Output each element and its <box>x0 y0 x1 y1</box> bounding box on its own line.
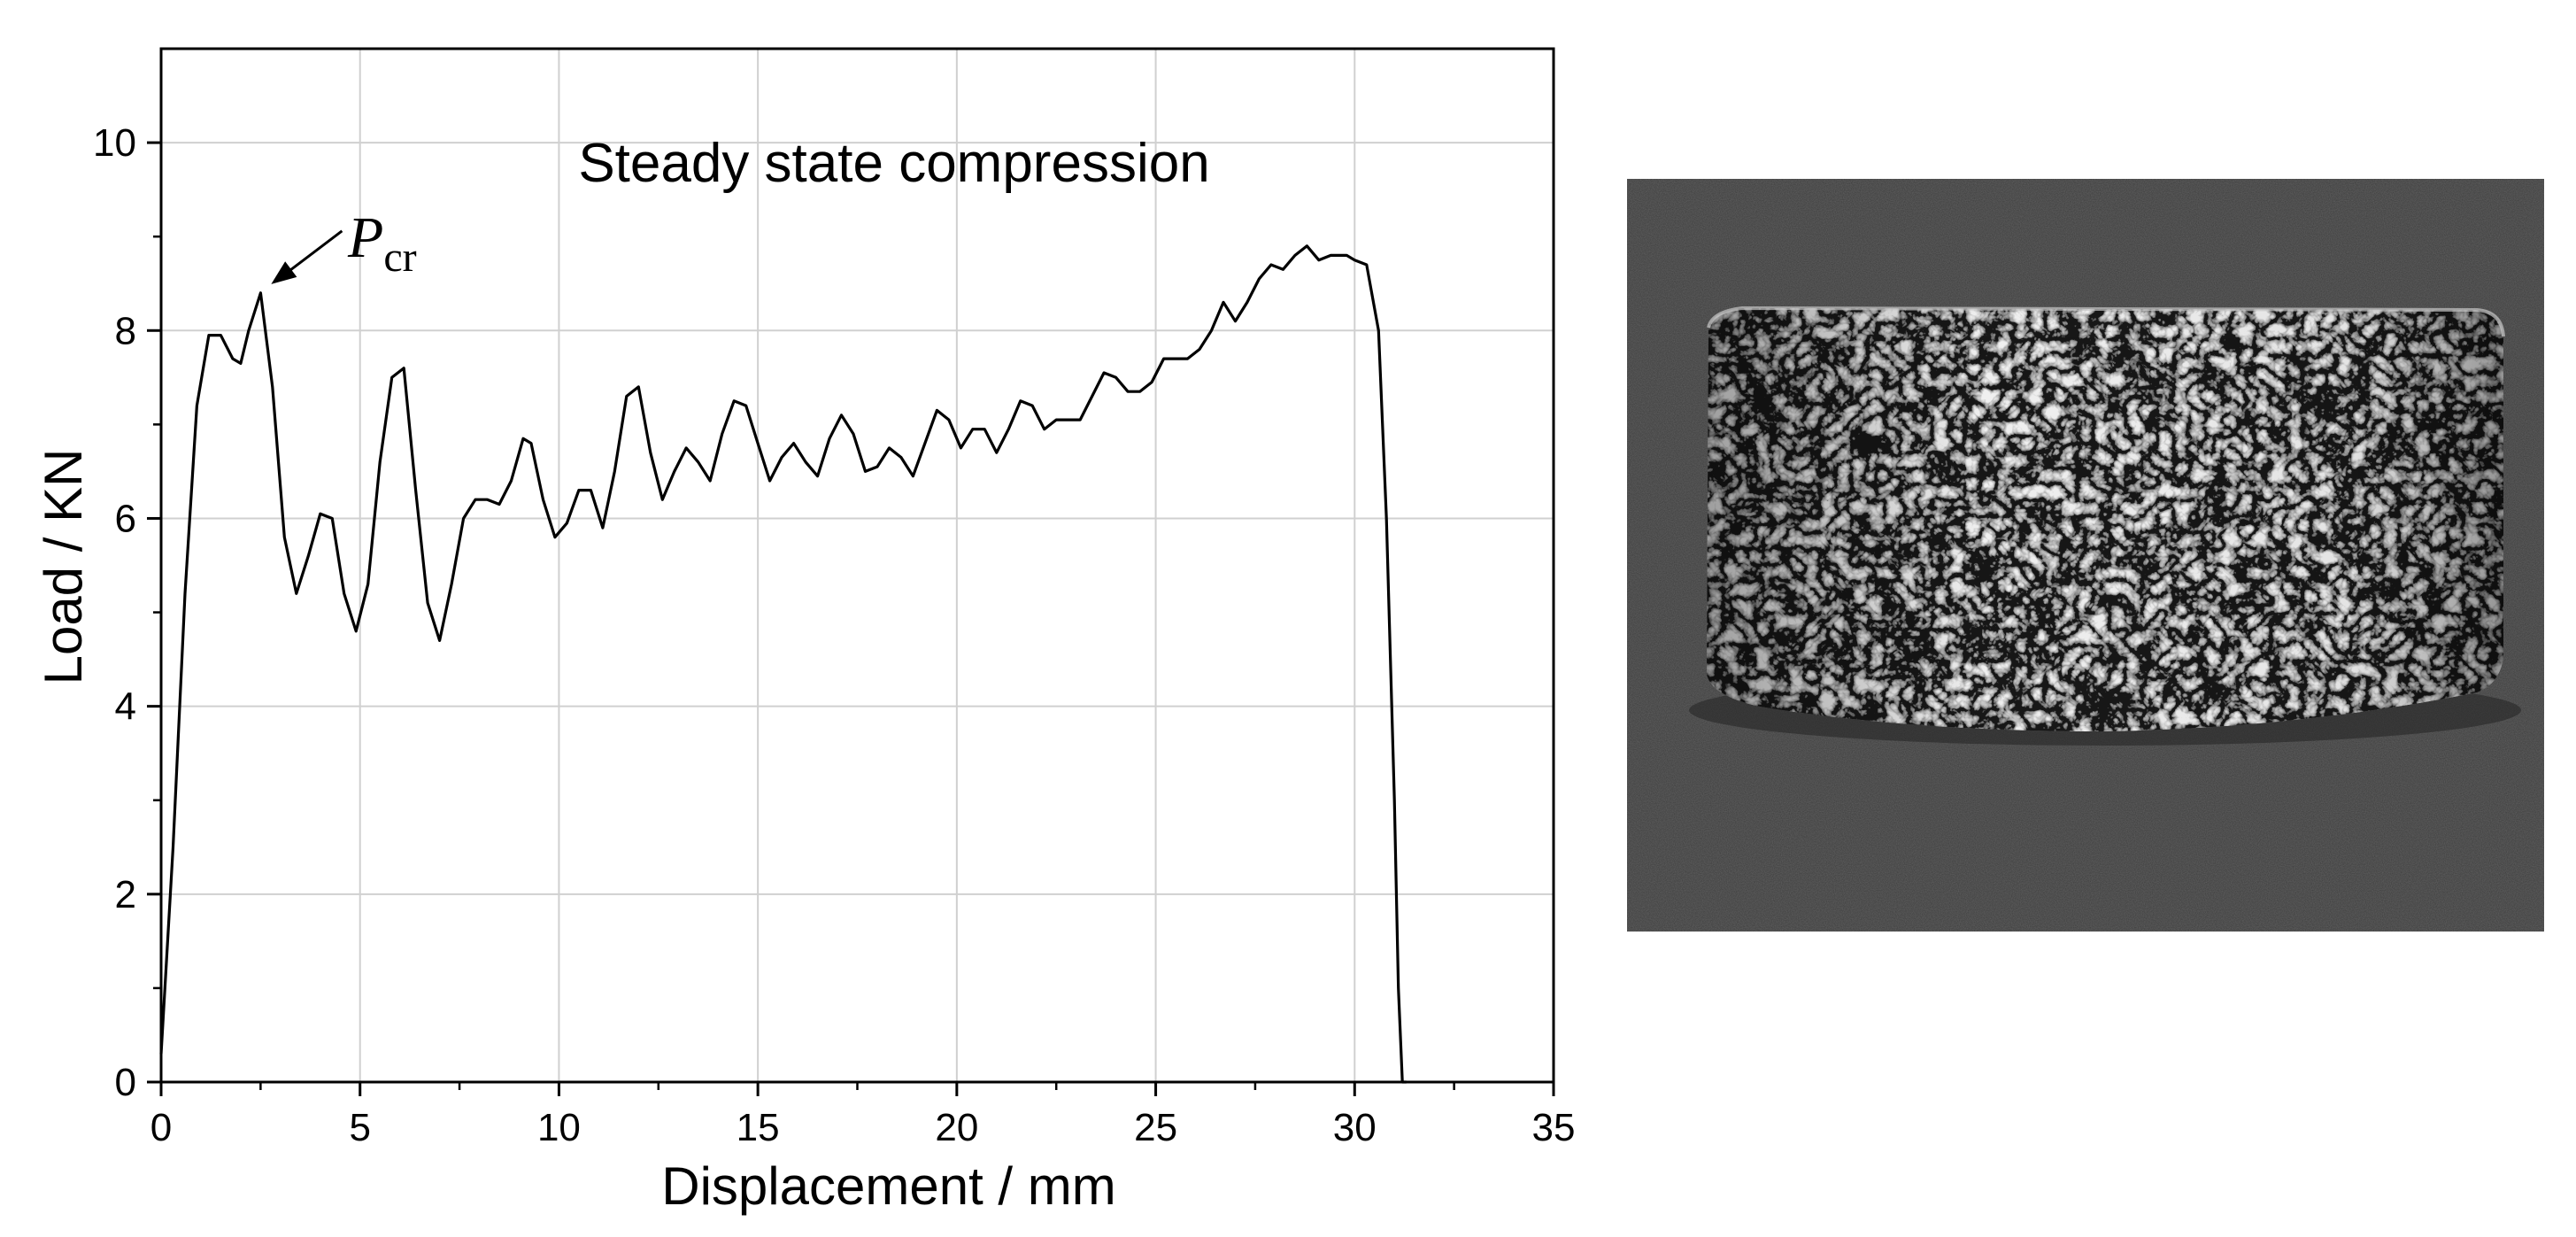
y-tick-label: 2 <box>115 873 136 916</box>
y-tick-label: 10 <box>93 121 136 165</box>
x-tick-label: 20 <box>935 1106 978 1149</box>
x-tick-label: 35 <box>1532 1106 1576 1149</box>
chart-annotation-text: Steady state compression <box>578 133 1209 194</box>
x-tick-label: 30 <box>1333 1106 1377 1149</box>
y-tick-label: 4 <box>115 685 136 729</box>
peak-arrow-head-icon <box>271 261 297 284</box>
load-displacement-chart: 0 5 10 15 20 25 30 35 0 2 4 6 8 10 Steady state compr… <box>34 47 1575 1216</box>
x-tick-label: 10 <box>537 1106 581 1149</box>
peak-label-symbol: P <box>347 205 383 270</box>
peak-label-text: Pcr <box>347 205 417 281</box>
peak-arrow-line <box>282 229 343 277</box>
x-axis-title: Displacement / mm <box>661 1156 1115 1216</box>
foam-specimen <box>1707 308 2503 731</box>
y-tick-label: 0 <box>115 1061 136 1104</box>
y-tick-label: 6 <box>115 497 136 540</box>
specimen-top-edge <box>1707 305 2505 337</box>
grid-lines <box>161 49 1554 1082</box>
chart-svg: 0 5 10 15 20 25 30 35 0 2 4 6 8 10 Steady state compr… <box>34 47 1575 1216</box>
metal-foam-specimen-photo <box>1627 179 2544 932</box>
axes <box>147 47 1555 1096</box>
x-tick-label: 15 <box>737 1106 780 1149</box>
tick-labels: 0 5 10 15 20 25 30 35 0 2 4 6 8 10 <box>93 121 1575 1149</box>
peak-label-pcr: Pcr <box>271 205 417 284</box>
y-axis-title: Load / KN <box>34 449 93 685</box>
peak-label-subscript: cr <box>383 234 416 281</box>
x-tick-label: 0 <box>150 1106 172 1149</box>
y-tick-label: 8 <box>115 309 136 352</box>
load-curve-line <box>159 244 1407 1084</box>
specimen-photo-svg <box>1627 179 2544 932</box>
x-tick-label: 25 <box>1134 1106 1177 1149</box>
x-tick-label: 5 <box>349 1106 370 1149</box>
